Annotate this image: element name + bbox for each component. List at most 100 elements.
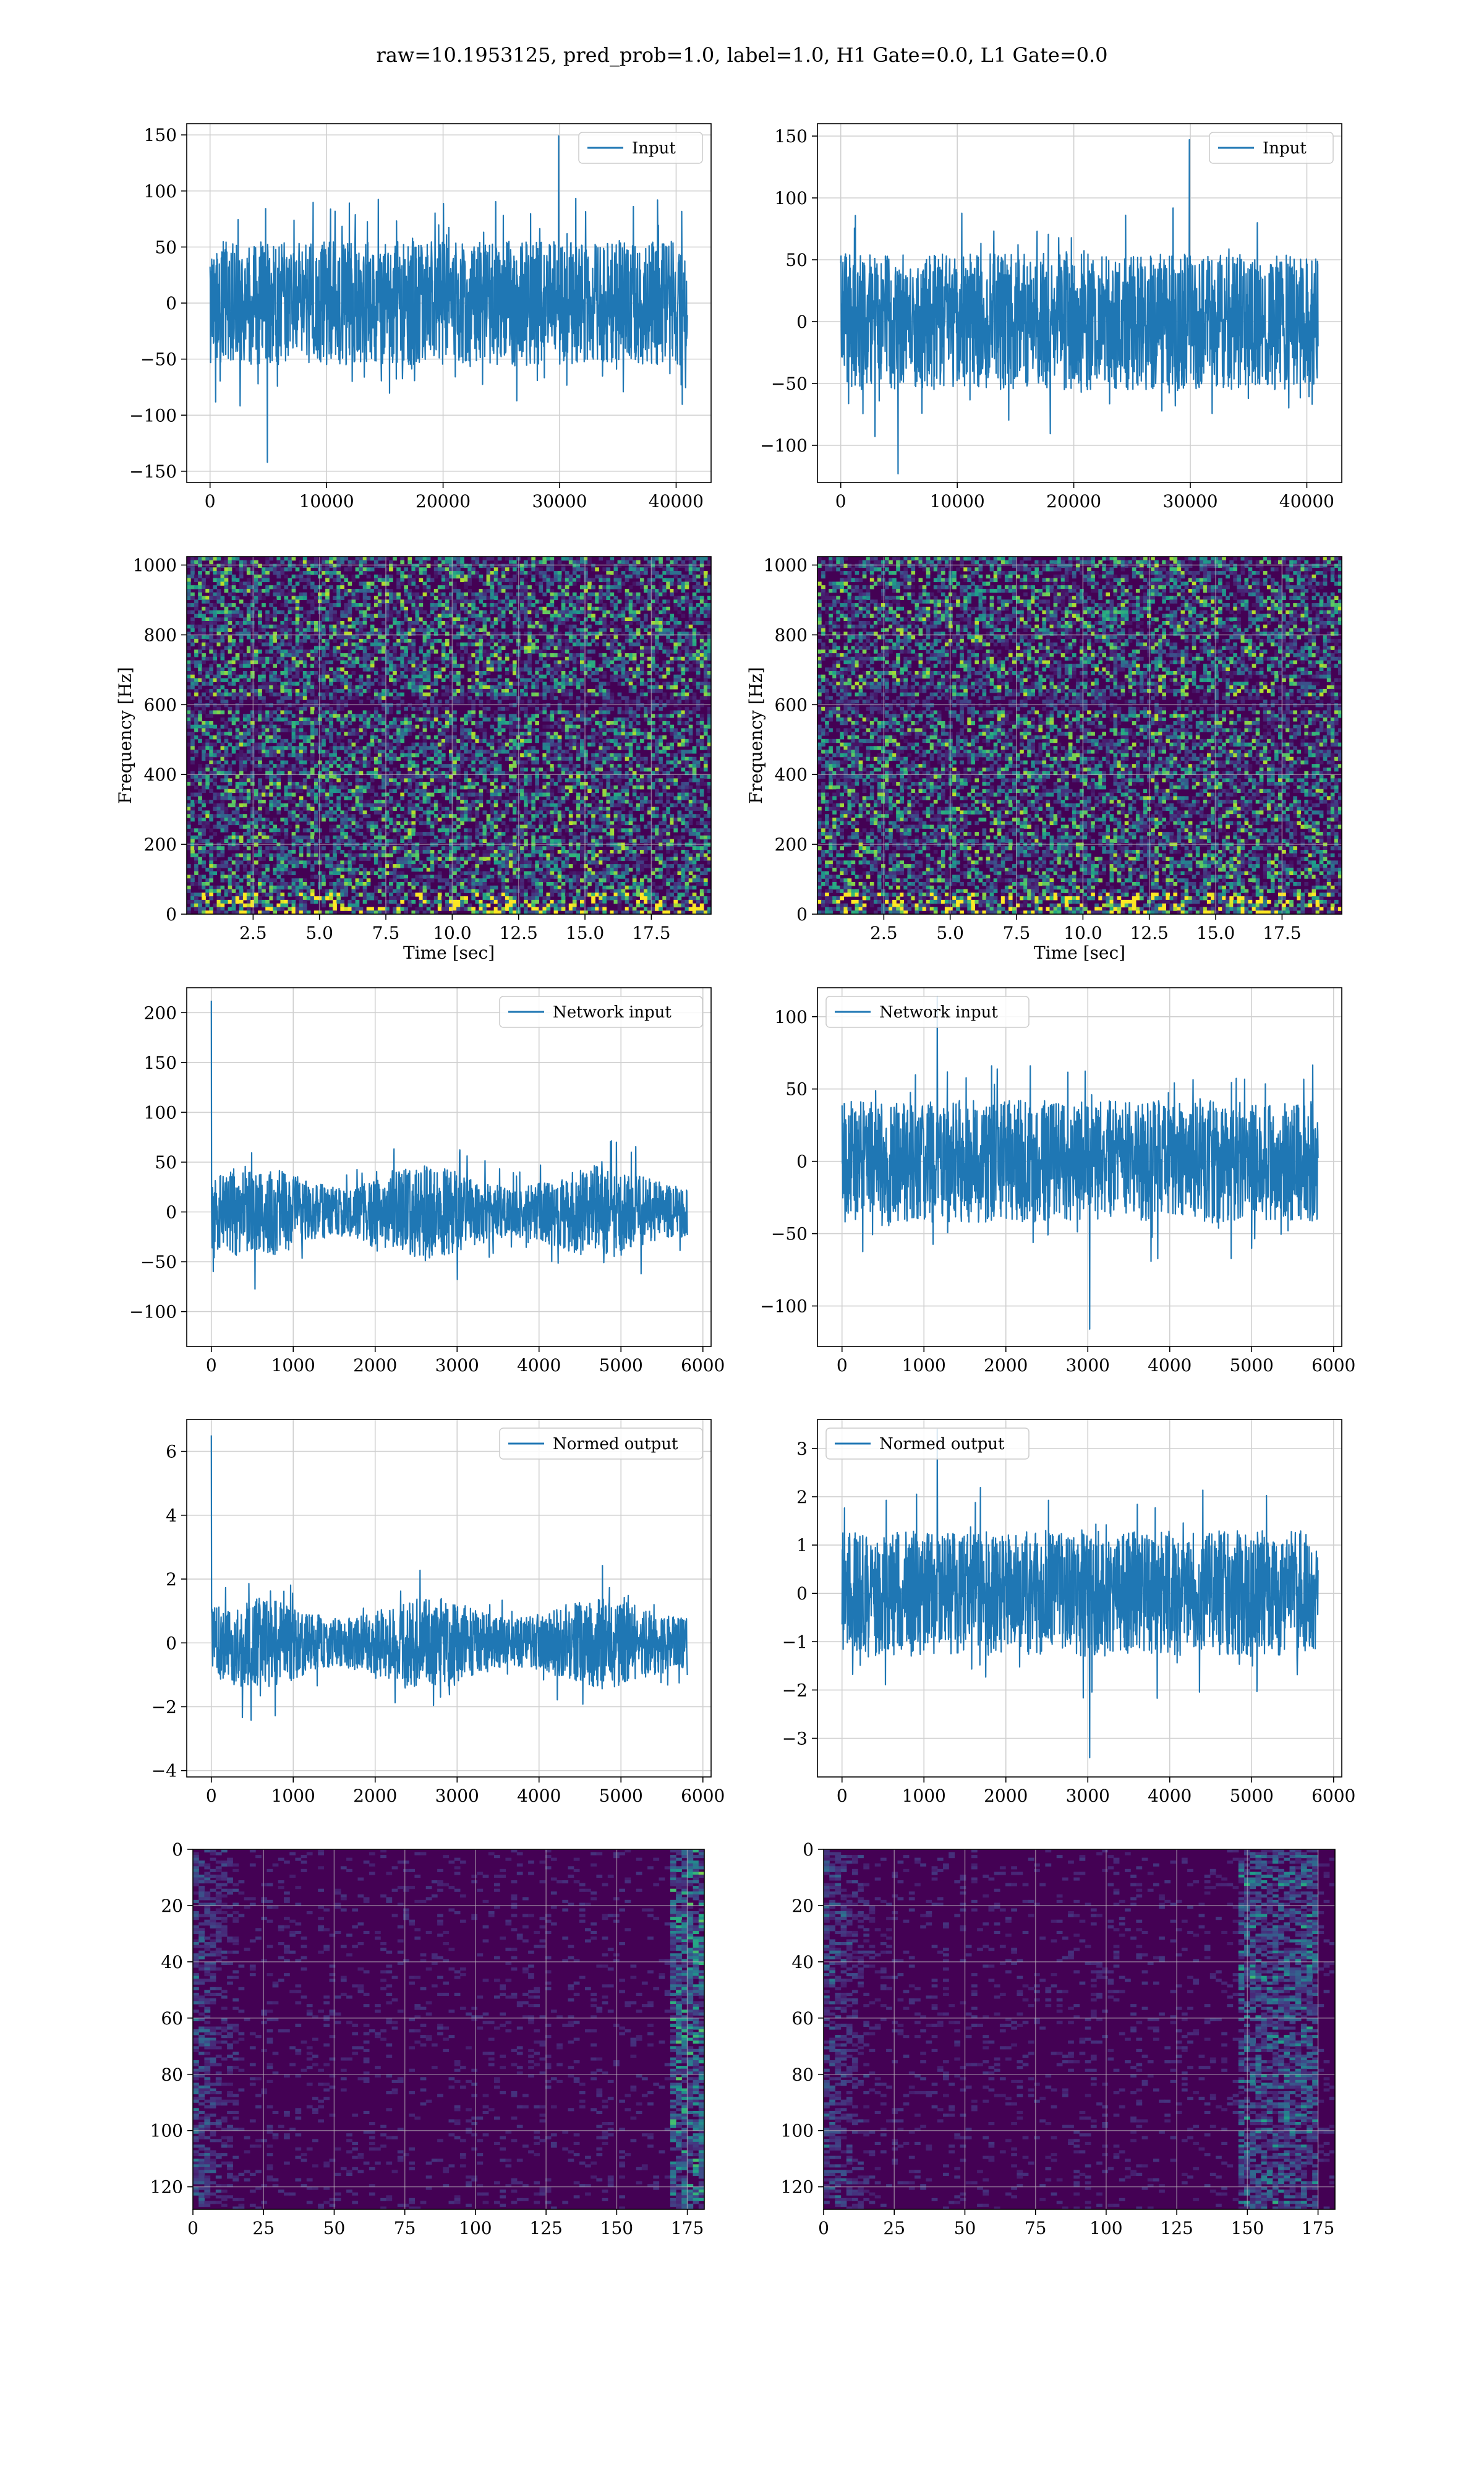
heatmap-cell — [584, 760, 588, 764]
heatmap-cell — [699, 646, 704, 650]
heatmap-cell — [433, 710, 438, 714]
heatmap-cell — [351, 660, 356, 664]
heatmap-cell — [539, 617, 544, 622]
heatmap-cell — [677, 581, 682, 586]
heatmap-cell — [445, 614, 450, 618]
heatmap-cell — [280, 581, 285, 586]
heatmap-cell — [187, 592, 191, 597]
heatmap-cell — [276, 714, 281, 718]
heatmap-cell — [490, 631, 495, 636]
heatmap-cell — [340, 624, 344, 629]
heatmap-cell — [639, 624, 644, 629]
heatmap-cell — [524, 614, 528, 618]
heatmap-cell — [254, 756, 258, 761]
heatmap-cell — [486, 738, 491, 743]
heatmap-cell — [453, 571, 457, 575]
heatmap-cell — [302, 688, 307, 693]
heatmap-cell — [295, 674, 300, 679]
heatmap-cell — [550, 742, 555, 747]
heatmap-cell — [684, 624, 689, 629]
heatmap-cell — [373, 688, 378, 693]
heatmap-cell — [239, 567, 244, 571]
heatmap-cell — [703, 746, 708, 750]
heatmap-cell — [250, 585, 255, 589]
heatmap-cell — [382, 563, 386, 568]
heatmap-cell — [535, 638, 539, 643]
heatmap-cell — [482, 664, 487, 668]
heatmap-cell — [340, 667, 344, 672]
heatmap-cell — [325, 642, 330, 647]
heatmap-cell — [550, 592, 555, 597]
heatmap-cell — [587, 581, 592, 586]
heatmap-cell — [194, 714, 198, 718]
heatmap-cell — [250, 728, 255, 732]
heatmap-cell — [486, 750, 491, 754]
heatmap-cell — [576, 642, 581, 647]
heatmap-cell — [370, 742, 375, 747]
heatmap-cell — [449, 735, 453, 740]
heatmap-cell — [187, 660, 191, 664]
heatmap-cell — [707, 738, 711, 743]
heatmap-cell — [291, 674, 296, 679]
heatmap-cell — [568, 732, 573, 736]
heatmap-cell — [382, 581, 386, 586]
heatmap-cell — [269, 750, 273, 754]
heatmap-cell — [493, 738, 498, 743]
heatmap-cell — [527, 563, 532, 568]
heatmap-cell — [437, 700, 442, 704]
heatmap-cell — [198, 635, 202, 640]
heatmap-cell — [553, 756, 558, 761]
heatmap-cell — [610, 656, 615, 661]
heatmap-cell — [539, 599, 544, 604]
heatmap-cell — [322, 738, 326, 743]
heatmap-cell — [355, 656, 360, 661]
heatmap-cell — [389, 574, 393, 579]
heatmap-cell — [471, 631, 475, 636]
heatmap-cell — [265, 660, 270, 664]
heatmap-cell — [651, 571, 655, 575]
heatmap-cell — [497, 674, 502, 679]
heatmap-cell — [415, 606, 420, 611]
heatmap-cell — [490, 571, 495, 575]
heatmap-cell — [299, 571, 304, 575]
heatmap-cell — [621, 753, 626, 758]
heatmap-cell — [692, 610, 697, 615]
heatmap-cell — [306, 649, 311, 654]
heatmap-cell — [288, 678, 292, 682]
heatmap-cell — [632, 671, 637, 675]
heatmap-cell — [553, 721, 558, 726]
heatmap-cell — [610, 746, 615, 750]
heatmap-cell — [231, 563, 236, 568]
heatmap-cell — [280, 642, 285, 647]
heatmap-cell — [382, 688, 386, 693]
heatmap-cell — [187, 624, 191, 629]
heatmap-cell — [584, 753, 588, 758]
heatmap-cell — [187, 714, 191, 718]
heatmap-cell — [486, 603, 491, 607]
heatmap-cell — [373, 628, 378, 632]
heatmap-cell — [239, 738, 244, 743]
heatmap-cell — [333, 624, 337, 629]
heatmap-cell — [419, 606, 424, 611]
heatmap-cell — [302, 653, 307, 657]
heatmap-cell — [696, 631, 701, 636]
heatmap-cell — [606, 746, 611, 750]
heatmap-cell — [456, 599, 461, 604]
heatmap-cell — [662, 735, 667, 740]
heatmap-cell — [322, 735, 326, 740]
heatmap-cell — [262, 578, 266, 583]
heatmap-cell — [621, 696, 626, 700]
heatmap-cell — [699, 596, 704, 600]
heatmap-cell — [572, 567, 577, 571]
heatmap-cell — [449, 717, 453, 722]
heatmap-cell — [407, 631, 412, 636]
heatmap-cell — [344, 674, 349, 679]
heatmap-cell — [696, 685, 701, 690]
heatmap-cell — [453, 606, 457, 611]
heatmap-cell — [400, 753, 404, 758]
heatmap-cell — [306, 738, 311, 743]
heatmap-cell — [288, 642, 292, 647]
heatmap-cell — [628, 682, 633, 686]
heatmap-cell — [576, 700, 581, 704]
heatmap-cell — [449, 560, 453, 565]
